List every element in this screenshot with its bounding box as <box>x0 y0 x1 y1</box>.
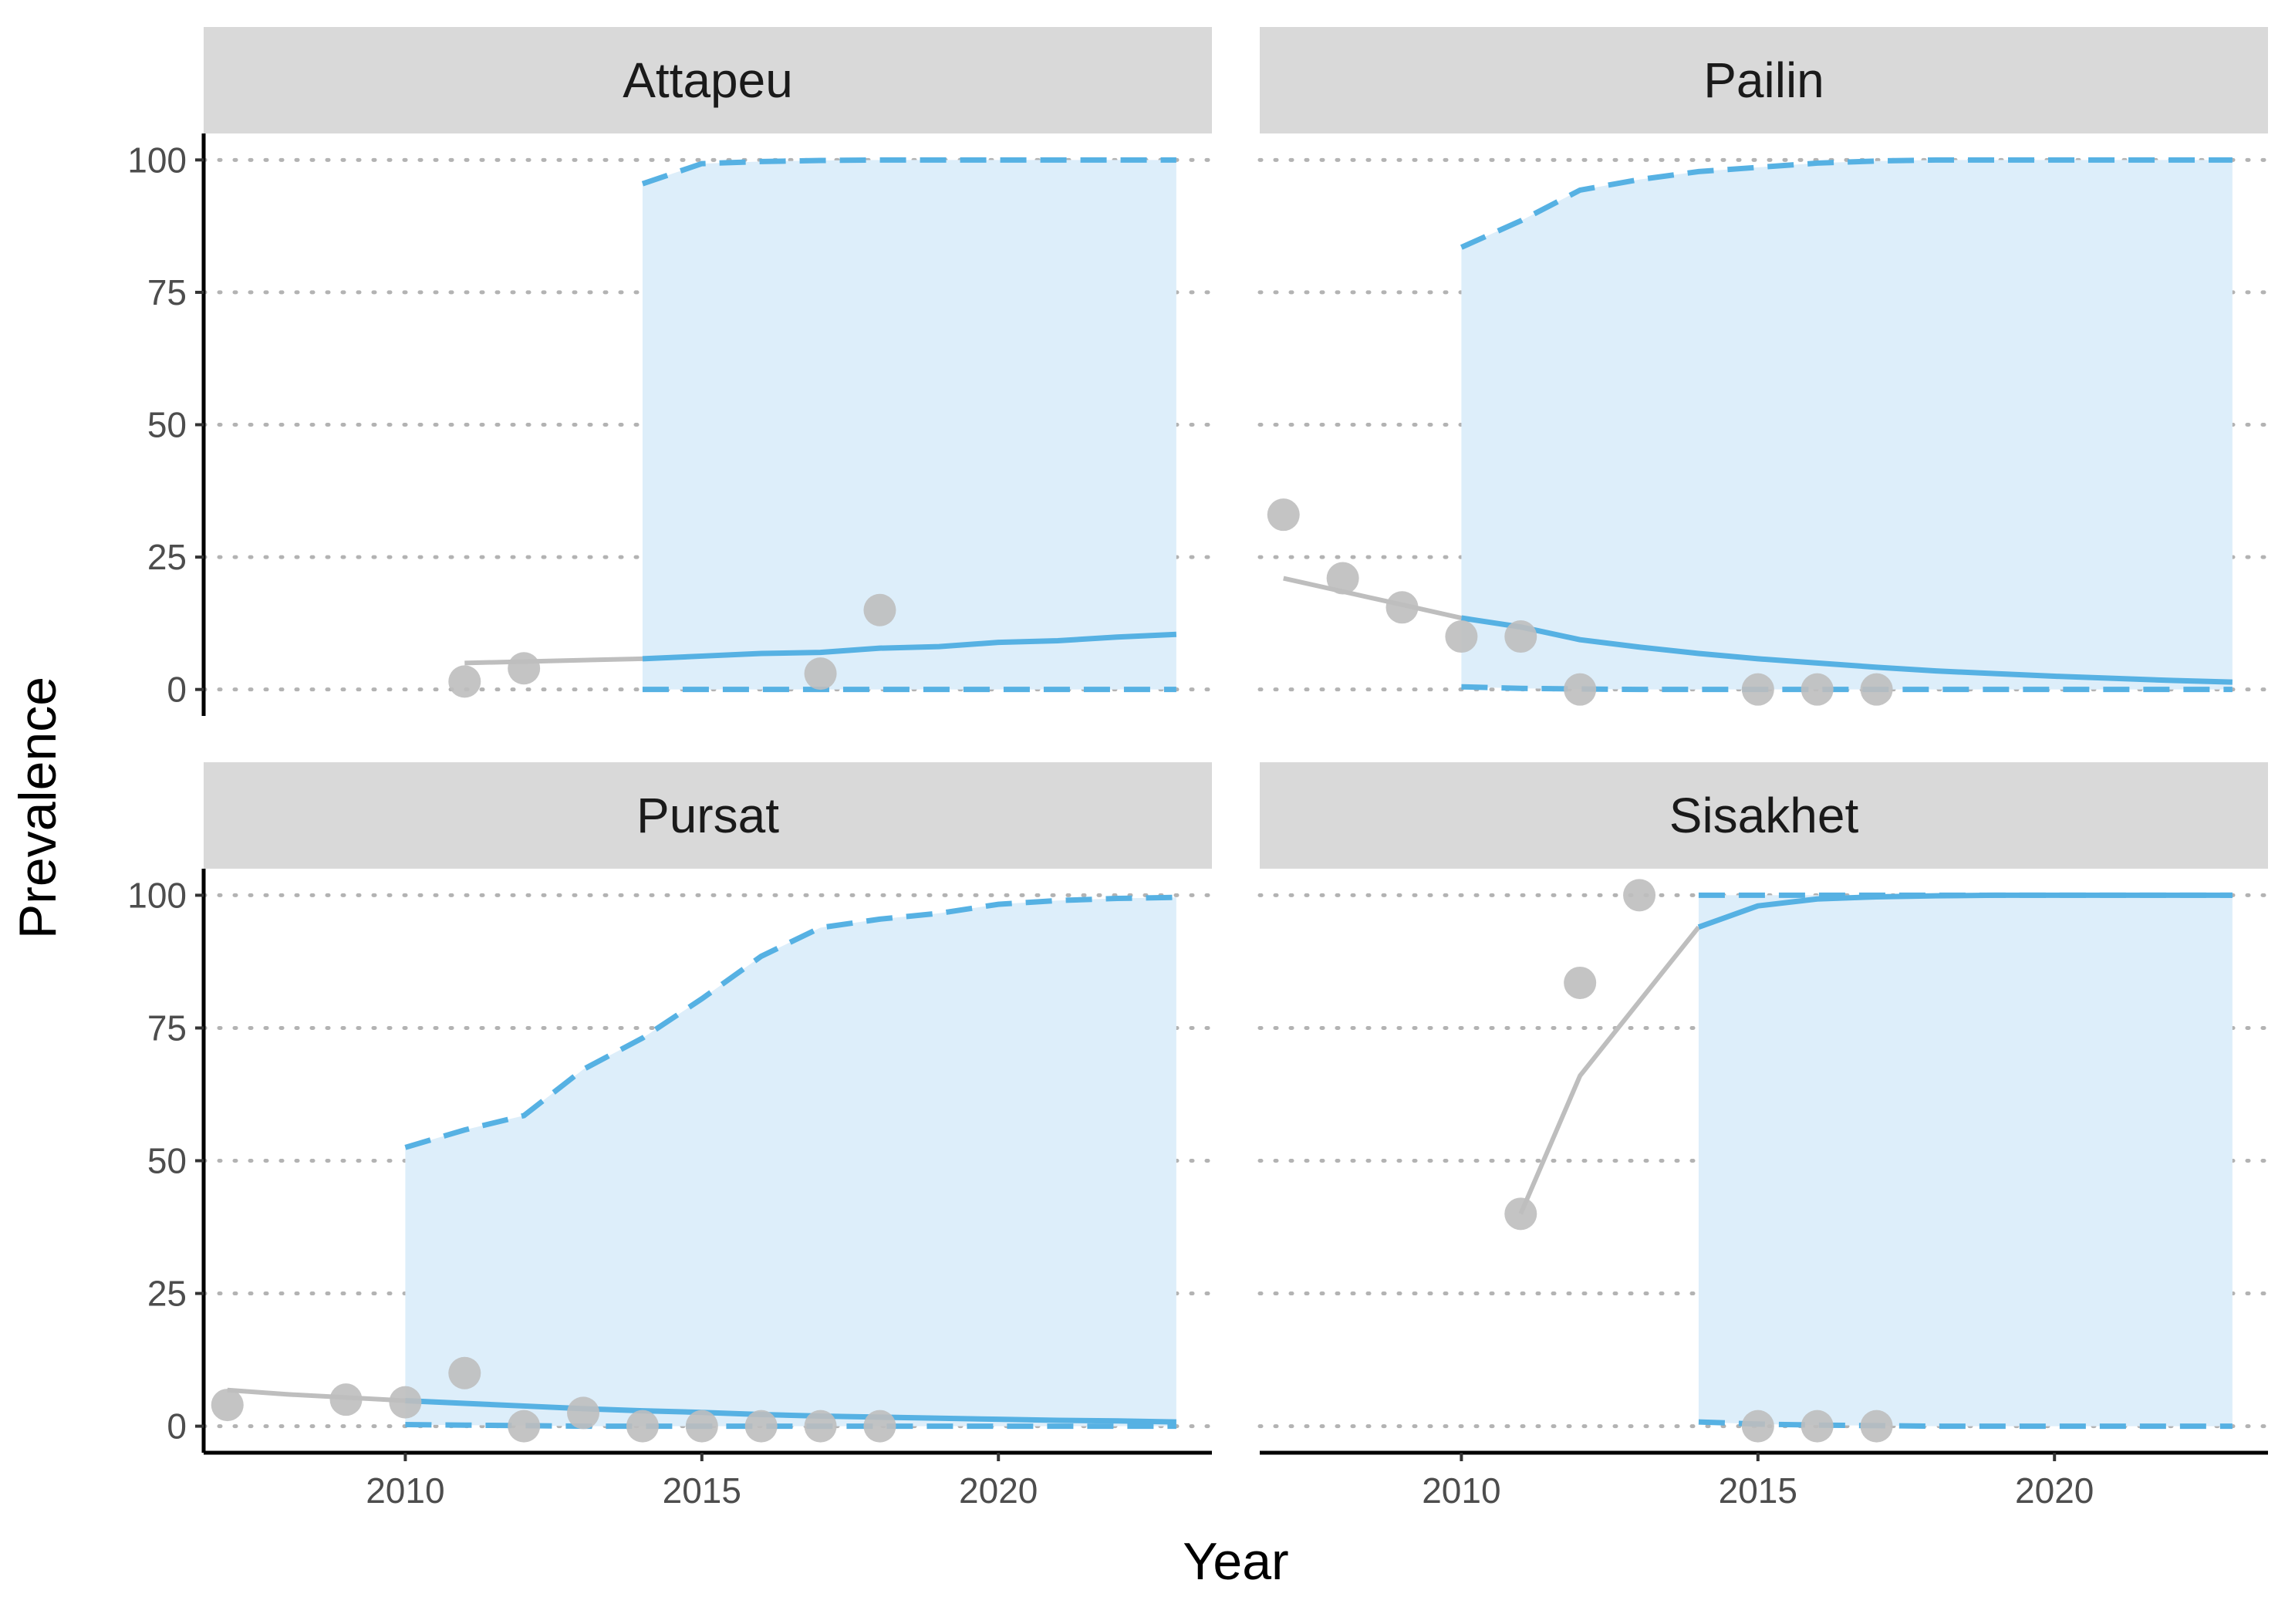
projection-mean-line <box>642 631 1177 662</box>
facet-title: Pailin <box>1703 52 1824 108</box>
y-axis-title: Prevalence <box>8 677 67 939</box>
uncertainty-band <box>1461 160 2233 690</box>
data-point <box>1326 562 1359 595</box>
data-point <box>863 1410 896 1443</box>
upper-bound-line <box>1460 157 2233 250</box>
uncertainty-band <box>642 160 1176 690</box>
facet-title: Sisakhet <box>1669 788 1859 843</box>
uncertainty-band <box>1698 895 2233 1426</box>
observed-fit-line <box>1518 925 1701 1215</box>
data-point <box>1504 620 1537 653</box>
data-point <box>1504 1197 1537 1231</box>
x-tick-label: 2010 <box>366 1470 444 1511</box>
data-point <box>1860 673 1893 706</box>
y-tick-label: 25 <box>147 1274 187 1314</box>
data-point <box>508 1410 541 1443</box>
x-tick-label: 2015 <box>663 1470 741 1511</box>
observed-fit-line <box>227 1387 406 1403</box>
x-tick-label: 2015 <box>1719 1470 1797 1511</box>
x-tick-label: 2010 <box>1422 1470 1500 1511</box>
panel-pursat: Pursat 0 25 50 75 100 2010 2015 2020 <box>127 762 1214 1511</box>
panel-attapeu: Attapeu 0 25 50 75 100 <box>127 27 1214 716</box>
y-tick-label: 100 <box>127 140 187 180</box>
data-point <box>1385 591 1419 624</box>
observed-fit-line <box>1283 576 1463 620</box>
panel-pailin: Pailin <box>1257 27 2270 706</box>
y-tick-label: 75 <box>147 1008 187 1048</box>
projection-mean-line <box>1697 892 2233 930</box>
data-point <box>448 1356 481 1389</box>
data-point <box>508 652 541 685</box>
panel-sisakhet: Sisakhet 2010 2015 2020 <box>1257 762 2270 1511</box>
data-point <box>1564 966 1597 999</box>
data-point <box>448 665 481 698</box>
facet-title: Pursat <box>636 788 779 843</box>
data-point <box>1445 620 1478 653</box>
data-point <box>863 593 896 626</box>
y-tick-label: 50 <box>147 1141 187 1181</box>
projection-mean-line <box>405 1398 1176 1425</box>
uncertainty-band <box>405 897 1176 1426</box>
data-point <box>804 1410 837 1443</box>
data-point <box>567 1396 600 1430</box>
y-tick-label: 0 <box>167 670 187 710</box>
x-tick-label: 2020 <box>2015 1470 2094 1511</box>
facet-title: Attapeu <box>623 52 793 108</box>
data-point <box>626 1410 659 1443</box>
data-point <box>1564 673 1597 706</box>
data-point <box>1801 673 1834 706</box>
data-point <box>329 1383 363 1416</box>
data-point <box>1741 1410 1774 1443</box>
y-tick-label: 75 <box>147 272 187 312</box>
y-tick-label: 25 <box>147 537 187 577</box>
data-point <box>1860 1410 1893 1443</box>
data-point <box>804 657 837 690</box>
projection-mean-line <box>1460 615 2233 685</box>
data-point <box>685 1410 718 1443</box>
upper-bound-line <box>404 894 1176 1150</box>
facet-strip <box>204 762 1212 869</box>
upper-bound-line <box>641 157 1176 187</box>
x-axis-title: Year <box>1183 1532 1288 1591</box>
facet-strip <box>1260 762 2268 869</box>
y-tick-label: 100 <box>127 875 187 915</box>
data-point <box>389 1386 422 1419</box>
lower-bound-line <box>1698 1419 2233 1430</box>
facet-strip <box>204 27 1212 133</box>
data-point <box>1741 673 1774 706</box>
data-point <box>1623 879 1656 912</box>
facet-strip <box>1260 27 2268 133</box>
data-point <box>1267 498 1300 532</box>
y-tick-label: 0 <box>167 1406 187 1447</box>
y-tick-label: 50 <box>147 405 187 445</box>
data-point <box>744 1410 778 1443</box>
data-point <box>1801 1410 1834 1443</box>
x-tick-label: 2020 <box>959 1470 1038 1511</box>
data-point <box>211 1389 244 1422</box>
observed-fit-line <box>464 656 643 666</box>
